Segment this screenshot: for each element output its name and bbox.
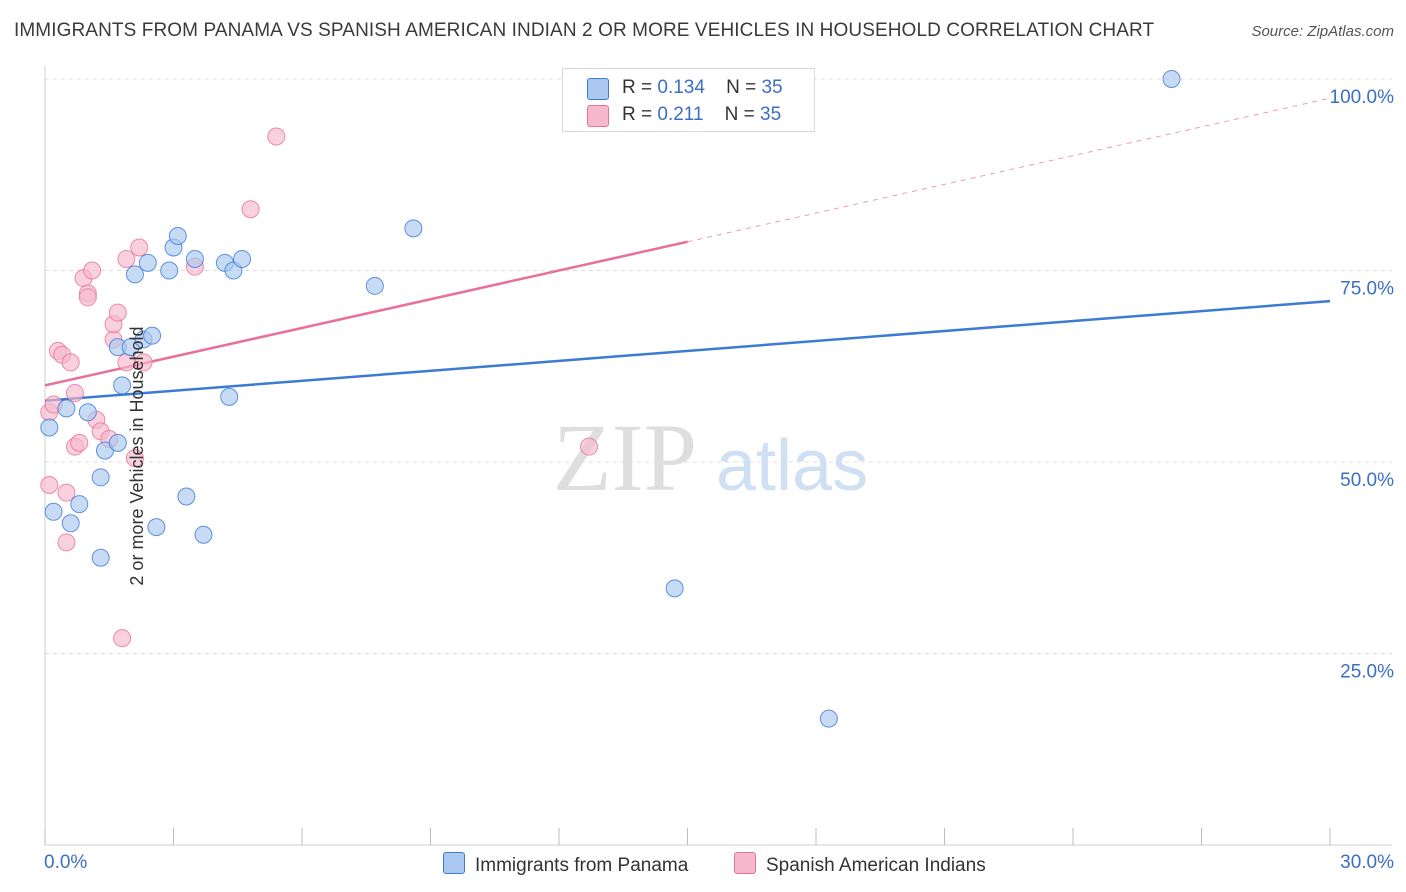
point-spanish-american-indians bbox=[57, 533, 76, 552]
point-spanish-american-indians bbox=[134, 353, 153, 372]
point-panama bbox=[44, 502, 63, 521]
x-tick-label-max: 30.0% bbox=[1340, 852, 1394, 873]
point-spanish-american-indians bbox=[241, 200, 260, 219]
point-panama bbox=[819, 709, 838, 728]
point-panama bbox=[1162, 70, 1181, 88]
point-spanish-american-indians bbox=[579, 437, 598, 456]
legend-r-value: 0.211 bbox=[657, 104, 704, 125]
point-panama bbox=[125, 265, 144, 284]
point-panama bbox=[78, 403, 97, 422]
legend-r-label: R = bbox=[622, 104, 653, 125]
point-panama bbox=[40, 418, 59, 437]
point-panama bbox=[147, 518, 166, 537]
point-panama bbox=[138, 253, 157, 272]
watermark-atlas: atlas bbox=[716, 426, 868, 506]
y-tick-label: 50.0% bbox=[1340, 470, 1394, 491]
point-panama bbox=[91, 548, 110, 567]
point-panama bbox=[404, 219, 423, 238]
legend-r-value: 0.134 bbox=[657, 77, 705, 98]
grid-lines bbox=[45, 78, 1392, 654]
point-panama bbox=[665, 579, 684, 598]
point-spanish-american-indians bbox=[113, 629, 132, 648]
legend-r-label: R = bbox=[622, 77, 653, 98]
watermark-zip: ZIP bbox=[553, 404, 697, 511]
point-spanish-american-indians bbox=[117, 250, 136, 269]
point-panama bbox=[177, 487, 196, 506]
point-spanish-american-indians bbox=[70, 433, 89, 452]
point-panama bbox=[365, 276, 384, 295]
point-spanish-american-indians bbox=[108, 303, 127, 322]
point-panama bbox=[61, 514, 80, 533]
point-panama bbox=[233, 250, 252, 269]
point-panama bbox=[91, 468, 110, 487]
data-points bbox=[40, 70, 1181, 728]
bottom-legend-panama: Immigrants from Panama bbox=[443, 852, 688, 877]
y-tick-labels: 25.0% 50.0% 75.0% 100.0% bbox=[1330, 87, 1395, 683]
legend-n-value: 35 bbox=[760, 104, 782, 125]
point-panama bbox=[185, 250, 204, 269]
point-spanish-american-indians bbox=[125, 449, 144, 468]
y-axis-label: 2 or more Vehicles in Household bbox=[127, 326, 148, 586]
axes bbox=[44, 66, 1392, 846]
bottom-legend-spanish-american-indians: Spanish American Indians bbox=[734, 852, 986, 877]
point-panama bbox=[168, 227, 187, 246]
point-spanish-american-indians bbox=[78, 288, 97, 307]
point-spanish-american-indians bbox=[40, 475, 59, 494]
bottom-legend-label: Spanish American Indians bbox=[766, 855, 986, 876]
bottom-legend-swatch-blue bbox=[443, 852, 465, 874]
point-spanish-american-indians bbox=[65, 384, 84, 403]
point-panama bbox=[70, 495, 89, 514]
legend-swatch-blue bbox=[587, 78, 609, 100]
point-panama bbox=[108, 433, 127, 452]
correlation-legend: R = 0.134 N = 35 R = 0.211 N = 35 bbox=[562, 68, 815, 132]
y-tick-label: 25.0% bbox=[1340, 662, 1394, 683]
point-spanish-american-indians bbox=[57, 483, 76, 502]
point-panama bbox=[160, 261, 179, 280]
source-label: Source: ZipAtlas.com bbox=[1251, 23, 1394, 40]
point-panama bbox=[194, 525, 213, 544]
point-panama bbox=[220, 387, 239, 406]
trend-line-panama bbox=[44, 299, 1331, 402]
point-panama bbox=[143, 326, 162, 345]
legend-swatch-pink bbox=[587, 105, 609, 127]
y-tick-label: 100.0% bbox=[1330, 87, 1395, 108]
legend-n-label: N = bbox=[724, 104, 755, 125]
x-tick-label-min: 0.0% bbox=[44, 852, 88, 873]
y-tick-label: 75.0% bbox=[1340, 279, 1394, 300]
trend-lines bbox=[44, 97, 1331, 402]
bottom-legend-label: Immigrants from Panama bbox=[475, 855, 689, 876]
legend-n-label: N = bbox=[726, 77, 757, 98]
bottom-legend-swatch-pink bbox=[734, 852, 756, 874]
point-spanish-american-indians bbox=[267, 127, 286, 146]
watermark: ZIP atlas bbox=[553, 404, 868, 511]
point-panama bbox=[57, 399, 76, 418]
point-panama bbox=[113, 376, 132, 395]
point-spanish-american-indians bbox=[83, 261, 102, 280]
legend-n-value: 35 bbox=[761, 77, 783, 98]
chart-title: IMMIGRANTS FROM PANAMA VS SPANISH AMERIC… bbox=[14, 20, 1155, 41]
point-spanish-american-indians bbox=[61, 353, 80, 372]
point-spanish-american-indians bbox=[130, 238, 149, 257]
